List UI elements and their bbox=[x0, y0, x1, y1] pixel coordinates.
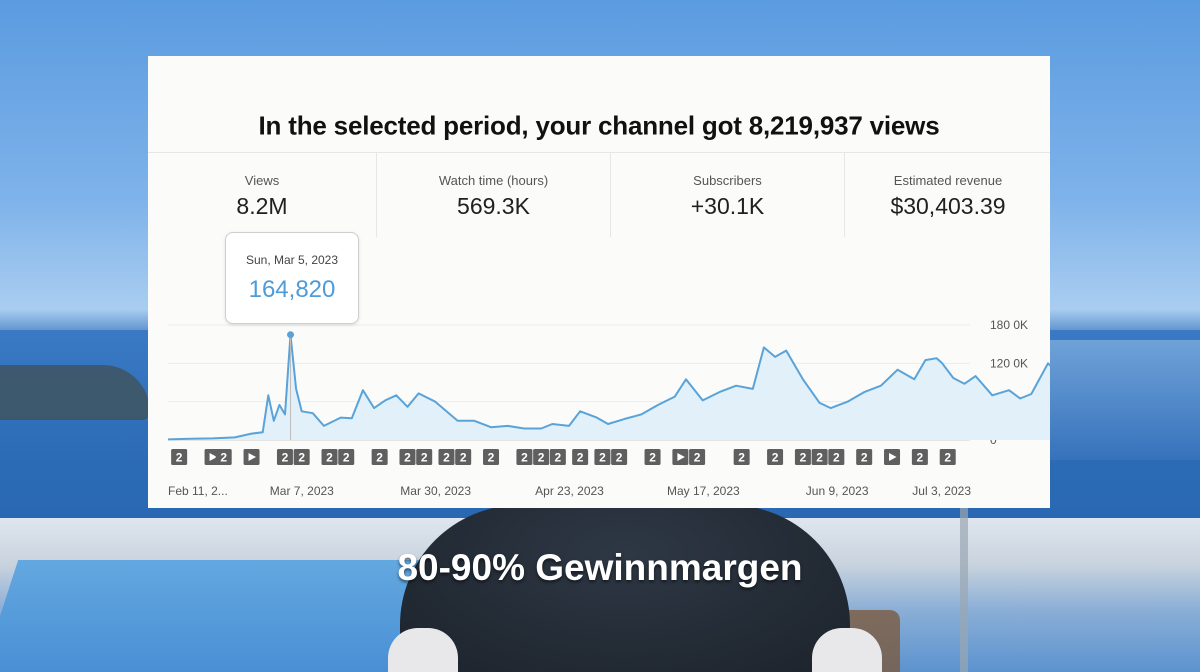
stat-value: 569.3K bbox=[457, 193, 530, 219]
highlight-point bbox=[287, 331, 295, 339]
stat-label: Subscribers bbox=[693, 173, 762, 188]
marker-label: 2 bbox=[298, 451, 305, 465]
short-marker-icon bbox=[321, 449, 338, 465]
short-marker-icon bbox=[611, 449, 628, 465]
marker-label: 2 bbox=[694, 451, 701, 465]
background-island bbox=[0, 365, 150, 420]
x-tick-label: Jun 9, 2023 bbox=[806, 484, 869, 498]
marker-label: 2 bbox=[220, 451, 227, 465]
glass-railing bbox=[960, 470, 968, 672]
marker-label: 2 bbox=[421, 451, 428, 465]
short-marker-icon bbox=[811, 449, 828, 465]
play-icon bbox=[889, 453, 897, 461]
short-marker-icon bbox=[293, 449, 310, 465]
x-tick-label: Jul 3, 2023 bbox=[912, 484, 971, 498]
stat-value: 8.2M bbox=[236, 193, 288, 219]
stat-value: $30,403.39 bbox=[890, 193, 1006, 219]
marker-label: 2 bbox=[577, 451, 584, 465]
presenter-sleeve-left bbox=[388, 628, 458, 672]
marker-label: 2 bbox=[772, 451, 779, 465]
marker-label: 2 bbox=[404, 451, 411, 465]
marker-label: 2 bbox=[376, 451, 383, 465]
short-marker-icon bbox=[828, 449, 845, 465]
short-marker-icon bbox=[767, 449, 784, 465]
presenter-silhouette bbox=[400, 505, 850, 672]
short-marker-icon bbox=[572, 449, 589, 465]
marker-label: 2 bbox=[833, 451, 840, 465]
marker-label: 2 bbox=[538, 451, 545, 465]
short-marker-icon bbox=[594, 449, 611, 465]
short-marker-icon bbox=[911, 449, 928, 465]
play-icon bbox=[209, 453, 218, 461]
marker-label: 2 bbox=[616, 451, 623, 465]
short-marker-icon bbox=[171, 449, 188, 465]
stat-label: Estimated revenue bbox=[893, 173, 1003, 188]
marker-label: 2 bbox=[649, 451, 656, 465]
marker-label: 2 bbox=[521, 451, 528, 465]
play-icon bbox=[248, 453, 257, 461]
marker-label: 2 bbox=[944, 451, 951, 465]
marker-label: 2 bbox=[326, 451, 333, 465]
x-tick-label: Feb 11, 2... bbox=[168, 484, 228, 498]
short-marker-icon bbox=[533, 449, 550, 465]
tooltip-value: 164,820 bbox=[248, 276, 336, 303]
stat-label: Views bbox=[244, 173, 280, 188]
stats-row: Views 8.2M Watch time (hours) 569.3K Sub… bbox=[148, 152, 1050, 237]
marker-label: 2 bbox=[738, 451, 745, 465]
y-tick-label: 180 0K bbox=[990, 318, 1028, 332]
x-tick-label: Apr 23, 2023 bbox=[535, 484, 604, 498]
short-marker-icon bbox=[516, 449, 533, 465]
short-marker-icon bbox=[549, 449, 566, 465]
y-tick-label: 120 0K bbox=[990, 356, 1028, 370]
marker-label: 2 bbox=[282, 451, 289, 465]
views-area bbox=[168, 334, 1050, 440]
short-marker-icon bbox=[939, 449, 956, 465]
stat-views[interactable]: Views 8.2M bbox=[148, 153, 376, 237]
short-marker-icon bbox=[215, 449, 232, 465]
x-tick-label: Mar 30, 2023 bbox=[400, 484, 471, 498]
stat-watch-time[interactable]: Watch time (hours) 569.3K bbox=[376, 153, 610, 237]
analytics-headline: In the selected period, your channel got… bbox=[258, 110, 940, 141]
short-marker-icon bbox=[856, 449, 873, 465]
stat-value: +30.1K bbox=[690, 193, 765, 219]
presenter-sleeve-right bbox=[812, 628, 882, 672]
x-tick-label: May 17, 2023 bbox=[667, 484, 740, 498]
short-marker-icon bbox=[483, 449, 500, 465]
marker-label: 2 bbox=[343, 451, 350, 465]
play-icon bbox=[677, 453, 685, 461]
stat-subscribers[interactable]: Subscribers +30.1K bbox=[610, 153, 844, 237]
short-marker-icon bbox=[644, 449, 661, 465]
marker-label: 2 bbox=[443, 451, 450, 465]
stat-label: Watch time (hours) bbox=[438, 173, 549, 188]
marker-label: 2 bbox=[460, 451, 467, 465]
background-horizon bbox=[1050, 340, 1200, 460]
marker-label: 2 bbox=[816, 451, 823, 465]
marker-label: 2 bbox=[917, 451, 924, 465]
tooltip-date: Sun, Mar 5, 2023 bbox=[245, 253, 339, 267]
stat-estimated-revenue[interactable]: Estimated revenue $30,403.39 bbox=[844, 153, 1051, 237]
video-caption: 80-90% Gewinnmargen bbox=[397, 547, 803, 588]
x-tick-label: Mar 7, 2023 bbox=[270, 484, 334, 498]
marker-label: 2 bbox=[555, 451, 562, 465]
analytics-panel: In the selected period, your channel got… bbox=[148, 56, 1050, 508]
short-marker-icon bbox=[455, 449, 472, 465]
views-line bbox=[167, 333, 1050, 441]
short-marker-icon bbox=[371, 449, 388, 465]
marker-label: 2 bbox=[176, 451, 183, 465]
chart-tooltip: Sun, Mar 5, 2023 164,820 bbox=[225, 232, 359, 324]
short-marker-icon bbox=[689, 449, 706, 465]
short-marker-icon bbox=[794, 449, 811, 465]
short-marker-icon bbox=[338, 449, 355, 465]
marker-label: 2 bbox=[861, 451, 868, 465]
short-marker-icon bbox=[416, 449, 433, 465]
short-marker-icon bbox=[276, 449, 293, 465]
marker-label: 2 bbox=[488, 451, 495, 465]
marker-label: 2 bbox=[599, 451, 606, 465]
short-marker-icon bbox=[733, 449, 750, 465]
short-marker-icon bbox=[399, 449, 416, 465]
marker-label: 2 bbox=[800, 451, 807, 465]
short-marker-icon bbox=[438, 449, 455, 465]
